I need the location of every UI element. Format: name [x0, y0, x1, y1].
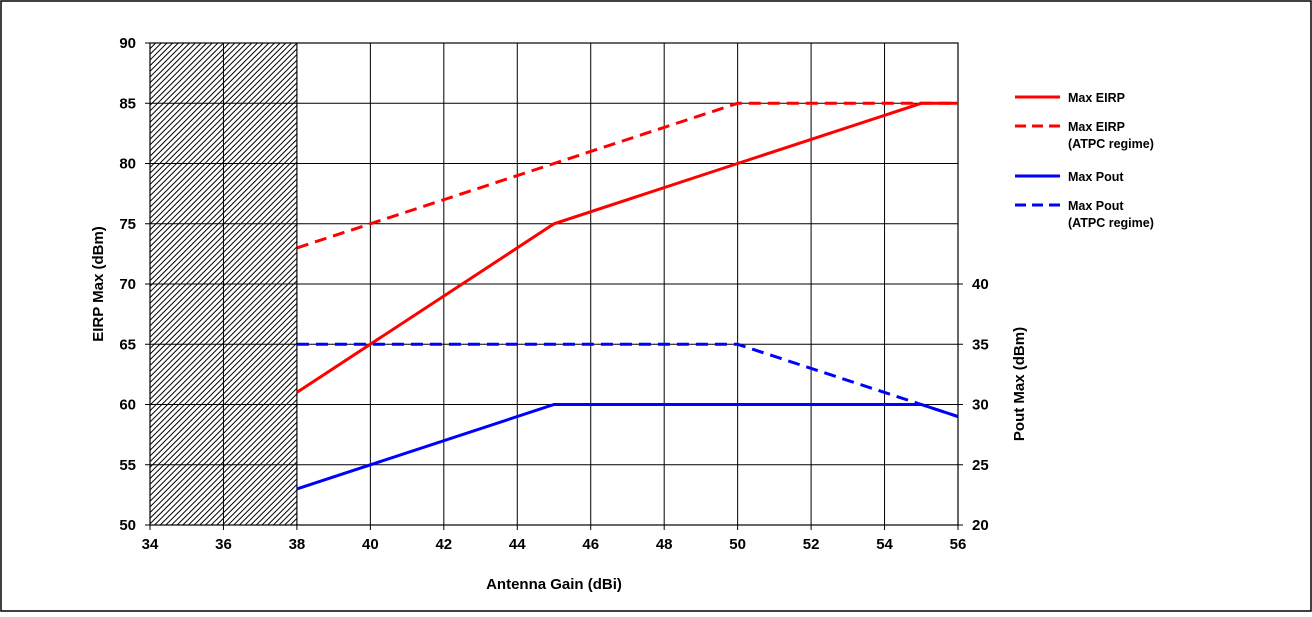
y-left-tick-label: 80 [119, 156, 136, 173]
y-left-tick-label: 85 [119, 95, 136, 112]
legend-label: Max Pout [1068, 199, 1124, 213]
legend-label: Max EIRP [1068, 91, 1125, 105]
legend-label: Max Pout [1068, 170, 1124, 184]
y-right-tick-label: 25 [972, 457, 989, 474]
y-right-tick-label: 30 [972, 397, 989, 414]
y-left-tick-label: 90 [119, 35, 136, 52]
x-tick-label: 46 [582, 536, 599, 553]
y-left-tick-label: 70 [119, 276, 136, 293]
x-tick-label: 34 [142, 536, 159, 553]
y-left-tick-label: 50 [119, 517, 136, 534]
series-line-2 [296, 101, 958, 250]
y-left-tick-label: 65 [119, 336, 136, 353]
x-tick-label: 36 [215, 536, 232, 553]
y-left-tick-label: 55 [119, 457, 136, 474]
x-tick-label: 52 [803, 536, 820, 553]
y-left-tick-label: 60 [119, 397, 136, 414]
series-line-4 [296, 342, 959, 419]
legend: Max EIRP Max EIRP (ATPC regime) Max Pout Max… [1015, 91, 1154, 230]
series-line-1 [296, 101, 958, 394]
x-tick-label: 48 [656, 536, 673, 553]
y-right-tick-label: 35 [972, 336, 989, 353]
legend-label: (ATPC regime) [1068, 216, 1154, 230]
x-tick-label: 50 [729, 536, 746, 553]
x-tick-label: 42 [435, 536, 452, 553]
x-tick-label: 38 [289, 536, 306, 553]
x-axis-label: Antenna Gain (dBi) [486, 576, 622, 593]
x-tick-label: 54 [876, 536, 893, 553]
y-right-tick-label: 20 [972, 517, 989, 534]
x-tick-label: 44 [509, 536, 526, 553]
x-tick-label: 56 [950, 536, 967, 553]
y-axis-label-right: Pout Max (dBm) [1011, 327, 1028, 441]
legend-label: (ATPC regime) [1068, 137, 1154, 151]
x-tick-label: 40 [362, 536, 379, 553]
y-left-tick-label: 75 [119, 216, 136, 233]
y-right-tick-label: 40 [972, 276, 989, 293]
legend-label: Max EIRP [1068, 120, 1125, 134]
y-axis-label-left: EIRP Max (dBm) [90, 226, 107, 342]
